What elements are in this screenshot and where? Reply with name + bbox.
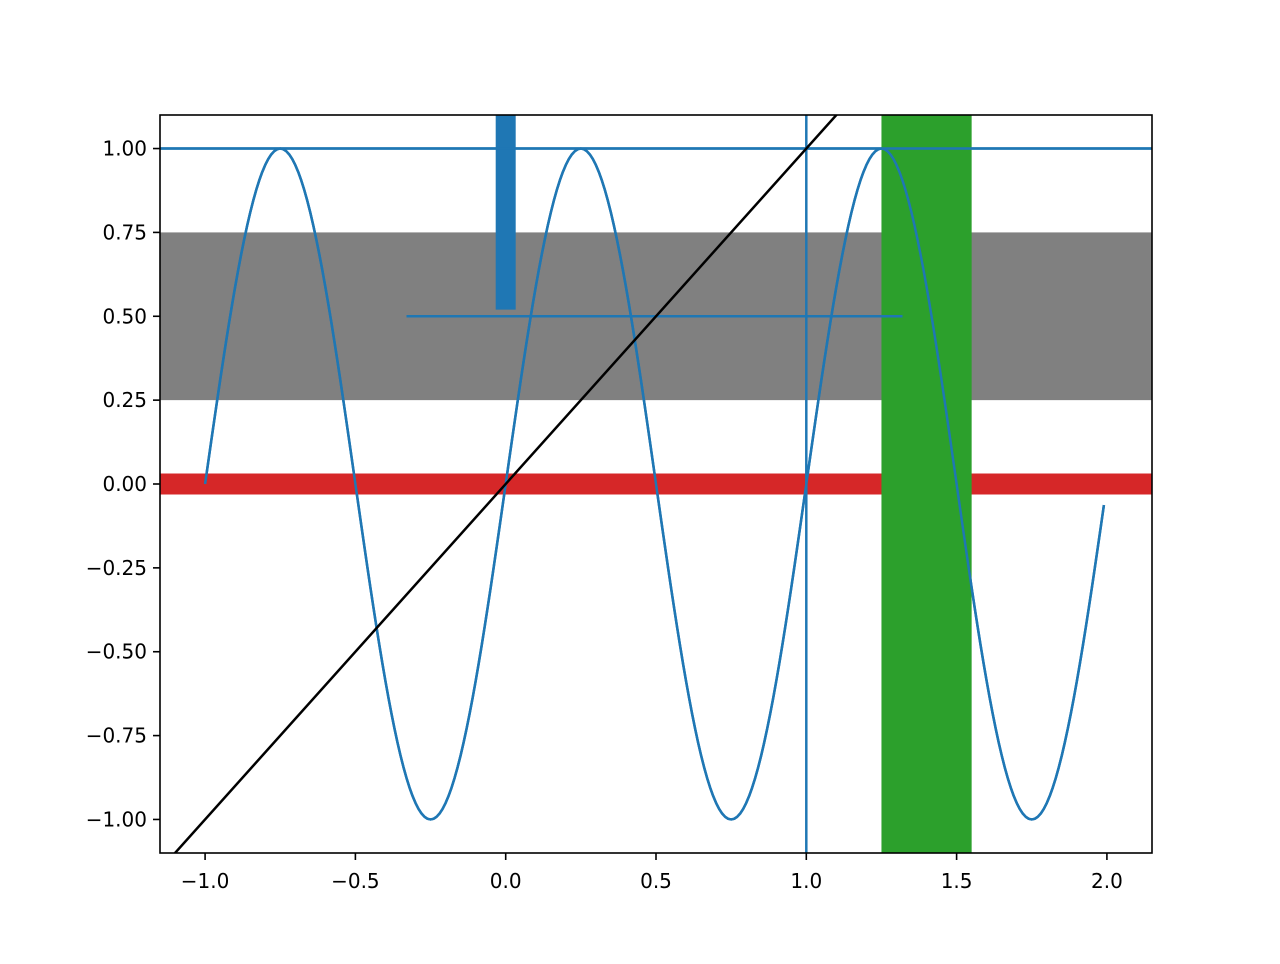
sine-line-overlay <box>203 147 1106 821</box>
y-tick-label: 0.25 <box>102 388 147 412</box>
diagonal-line <box>173 115 839 853</box>
y-tick-label: −0.50 <box>86 640 147 664</box>
x-tick-label: −0.5 <box>331 869 380 893</box>
x-tick-label: 0.5 <box>640 869 672 893</box>
y-tick-label: 0.75 <box>102 220 147 244</box>
y-tick-label: 1.00 <box>102 137 147 161</box>
y-tick-label: −0.75 <box>86 724 147 748</box>
x-axis: −1.0 −0.5 0.0 0.5 1.0 1.5 2.0 <box>181 853 1123 893</box>
vertical-span <box>881 115 972 853</box>
plot-area <box>160 115 1152 853</box>
y-tick-label: −1.00 <box>86 807 147 831</box>
x-tick-label: 1.5 <box>941 869 973 893</box>
y-tick-label: 0.00 <box>102 472 147 496</box>
x-tick-label: −1.0 <box>181 869 230 893</box>
y-axis: 1.00 0.75 0.50 0.25 0.00 −0.25 −0.50 −0.75 −1.00 <box>86 137 160 831</box>
y-tick-label: 0.50 <box>102 304 147 328</box>
x-tick-label: 0.0 <box>490 869 522 893</box>
y-tick-label: −0.25 <box>86 556 147 580</box>
x-tick-label: 1.0 <box>790 869 822 893</box>
x-tick-label: 2.0 <box>1091 869 1123 893</box>
